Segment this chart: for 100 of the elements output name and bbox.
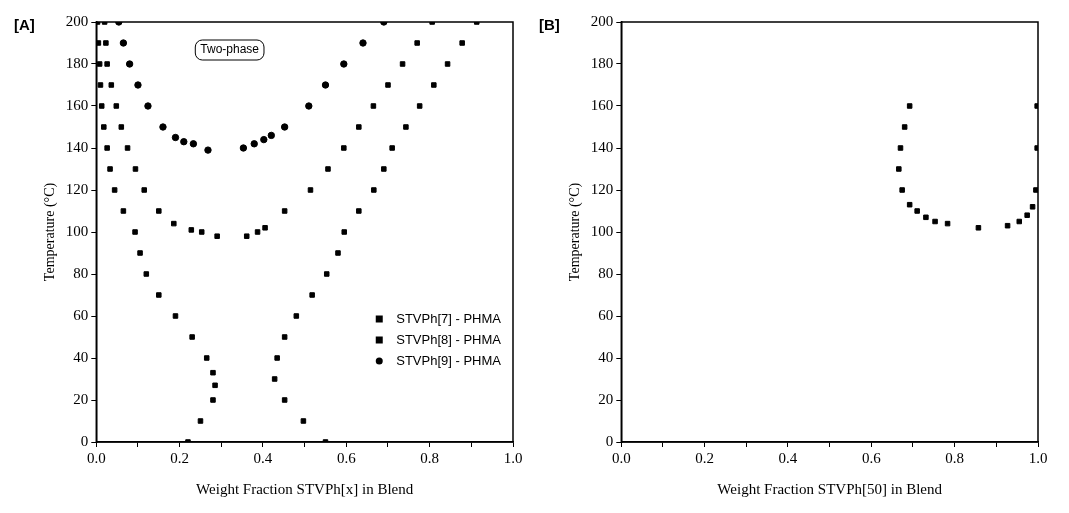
legend-label: STVPh[9] - PHMA <box>396 352 502 368</box>
y-axis-title: Temperature (°C) <box>567 182 584 282</box>
x-tick-label: 1.0 <box>1028 449 1048 466</box>
point <box>214 233 220 239</box>
point <box>431 82 437 88</box>
y-tick-label: 180 <box>65 54 89 71</box>
point <box>305 102 313 110</box>
x-tick-label: 0.4 <box>253 449 273 466</box>
x-axis-title: Weight Fraction STVPh[x] in Blend <box>196 480 414 497</box>
point <box>107 166 113 172</box>
legend-label: STVPh[7] - PHMA <box>396 310 502 326</box>
x-tick-label: 0.6 <box>861 449 882 466</box>
point <box>944 220 951 227</box>
point <box>159 123 167 131</box>
x-tick-label: 0.8 <box>420 449 440 466</box>
point <box>403 124 409 130</box>
point <box>124 145 131 151</box>
point <box>101 124 107 130</box>
point <box>134 81 142 89</box>
point <box>239 144 248 152</box>
y-tick-label: 60 <box>598 306 614 323</box>
point <box>1024 212 1030 218</box>
point <box>204 146 212 154</box>
point <box>281 208 288 214</box>
y-tick-label: 160 <box>590 96 614 113</box>
point <box>210 397 216 403</box>
point <box>171 220 177 227</box>
point <box>340 60 348 68</box>
point <box>1029 204 1036 210</box>
point <box>381 166 387 172</box>
point <box>141 187 147 193</box>
point <box>120 208 127 214</box>
y-tick-label: 160 <box>65 96 89 113</box>
point <box>896 166 902 172</box>
y-tick-label: 120 <box>65 180 89 197</box>
point <box>97 82 104 88</box>
point <box>189 140 198 148</box>
point <box>906 103 913 109</box>
y-tick-label: 20 <box>73 390 89 407</box>
point <box>203 355 210 361</box>
point <box>281 334 288 340</box>
y-tick-label: 40 <box>598 348 614 365</box>
x-tick-label: 0.0 <box>611 449 631 466</box>
point <box>923 214 929 221</box>
y-tick-label: 40 <box>73 348 89 365</box>
chart-title: [A] <box>14 16 35 34</box>
point <box>104 61 110 67</box>
point <box>96 40 102 46</box>
point <box>399 61 406 67</box>
point <box>132 229 138 235</box>
y-tick-label: 0 <box>80 432 89 449</box>
x-tick-label: 1.0 <box>503 449 523 466</box>
point <box>262 225 268 231</box>
point <box>321 81 330 89</box>
point <box>323 271 330 277</box>
point <box>254 229 261 235</box>
y-tick-label: 180 <box>590 54 614 71</box>
point <box>341 145 347 151</box>
point <box>96 61 103 67</box>
y-tick-label: 80 <box>73 264 89 281</box>
x-tick-label: 0.8 <box>945 449 965 466</box>
point <box>356 124 362 130</box>
point <box>113 103 120 109</box>
x-axis-title: Weight Fraction STVPh[50] in Blend <box>717 480 943 497</box>
y-tick-label: 100 <box>590 222 614 239</box>
point <box>143 271 150 277</box>
point <box>104 145 110 151</box>
point <box>281 397 288 403</box>
point <box>118 124 125 130</box>
legend-label: STVPh[8] - PHMA <box>396 331 502 347</box>
point <box>156 208 162 214</box>
point <box>901 124 908 130</box>
point <box>137 250 143 256</box>
y-tick-label: 120 <box>590 180 614 197</box>
point <box>906 201 913 208</box>
x-tick-label: 0.6 <box>336 449 357 466</box>
annotation: Two-phase <box>200 42 260 57</box>
point <box>414 40 420 46</box>
point <box>359 39 367 47</box>
y-tick-label: 200 <box>65 12 89 29</box>
point <box>274 355 280 361</box>
point <box>914 208 920 214</box>
point <box>98 103 105 109</box>
point <box>111 187 118 193</box>
point <box>307 187 314 193</box>
point <box>341 229 347 235</box>
point <box>180 138 188 146</box>
point <box>335 250 341 256</box>
point <box>897 145 904 151</box>
point <box>260 135 268 144</box>
point <box>1033 187 1038 193</box>
point <box>899 187 905 193</box>
point <box>459 40 465 46</box>
y-tick-label: 100 <box>65 222 89 239</box>
point <box>172 313 179 319</box>
point <box>389 145 395 151</box>
point <box>371 187 377 193</box>
point <box>125 60 134 68</box>
x-tick-label: 0.2 <box>695 449 715 466</box>
y-tick-label: 0 <box>605 432 614 449</box>
